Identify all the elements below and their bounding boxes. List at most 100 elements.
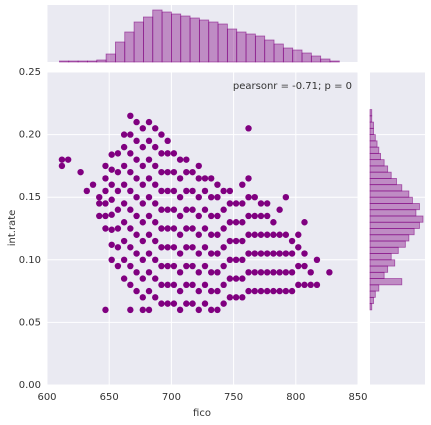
scatter-point	[114, 262, 122, 270]
scatter-point	[64, 156, 72, 163]
scatter-point	[201, 225, 209, 232]
scatter-point	[257, 231, 265, 238]
scatter-point	[195, 250, 202, 257]
scatter-point	[214, 287, 221, 295]
scatter-point	[232, 294, 240, 301]
scatter-point	[263, 200, 271, 207]
histogram-bar	[189, 17, 200, 63]
scatter-point	[127, 281, 134, 289]
scatter-point	[245, 269, 252, 276]
histogram-bar	[96, 59, 107, 63]
scatter-point	[195, 212, 202, 220]
scatter-point	[145, 306, 153, 314]
x-tick-label: 850	[348, 392, 367, 403]
histogram-bar	[254, 35, 266, 63]
scatter-point	[133, 137, 140, 145]
scatter-point	[108, 196, 115, 203]
scatter-point	[220, 206, 227, 213]
scatter-point	[89, 181, 97, 188]
scatter-point	[183, 281, 190, 289]
histogram-bar	[310, 55, 322, 63]
histogram-bar	[282, 47, 294, 63]
scatter-point	[164, 225, 171, 232]
scatter-point	[102, 306, 109, 314]
histogram-bar	[369, 190, 410, 198]
scatter-point	[220, 225, 227, 232]
scatter-point	[257, 269, 265, 276]
scatter-point	[158, 187, 165, 195]
scatter-point	[164, 244, 171, 251]
histogram-bar	[87, 60, 98, 63]
scatter-point	[114, 168, 122, 176]
scatter-point	[102, 187, 109, 195]
scatter-point	[245, 287, 252, 295]
scatter-point	[139, 294, 146, 301]
scatter-point	[326, 269, 333, 276]
histogram-bar	[369, 127, 374, 135]
scatter-point	[139, 162, 146, 170]
scatter-point	[176, 194, 184, 201]
scatter-point	[183, 206, 190, 213]
x-tick-label: 750	[224, 392, 243, 403]
x-tick-label: 800	[286, 392, 305, 403]
scatter-point	[295, 281, 302, 289]
histogram-bar	[369, 121, 374, 129]
scatter-point	[208, 231, 215, 238]
scatter-point	[201, 244, 209, 251]
scatter-point	[176, 212, 184, 220]
scatter-point	[232, 237, 240, 245]
scatter-point	[170, 244, 178, 251]
scatter-point	[257, 250, 265, 257]
scatter-point	[245, 212, 252, 220]
scatter-point	[102, 200, 109, 207]
scatter-point	[226, 200, 234, 207]
scatter-point	[220, 187, 227, 195]
scatter-point	[270, 287, 277, 295]
scatter-point	[189, 168, 196, 176]
scatter-point	[133, 269, 140, 276]
scatter-point	[139, 181, 146, 188]
scatter-point	[301, 250, 308, 257]
y-axis-label: int.rate	[7, 210, 18, 247]
scatter-point	[270, 269, 277, 276]
scatter-point	[139, 275, 146, 282]
scatter-point	[270, 250, 277, 257]
scatter-point	[120, 256, 128, 263]
scatter-point	[189, 281, 196, 289]
scatter-point	[120, 275, 128, 282]
scatter-point	[301, 262, 308, 270]
scatter-point	[245, 250, 252, 257]
histogram-bar	[369, 253, 392, 261]
scatter-point	[152, 237, 159, 245]
scatter-point	[257, 287, 265, 295]
scatter-point	[189, 244, 196, 251]
scatter-point	[133, 156, 140, 163]
scatter-point	[295, 244, 302, 251]
histogram-bar	[236, 31, 247, 63]
scatter-point	[170, 225, 178, 232]
scatter-point	[158, 244, 165, 251]
scatter-point	[183, 168, 190, 176]
y-tick-label: 0.20	[19, 130, 41, 141]
scatter-point	[127, 112, 134, 120]
scatter-point	[239, 219, 246, 226]
scatter-point	[201, 187, 209, 195]
scatter-point	[170, 262, 178, 270]
histogram-bar	[208, 21, 219, 63]
x-tick-label: 600	[37, 392, 56, 403]
scatter-point	[108, 181, 115, 188]
scatter-point	[83, 187, 91, 195]
scatter-point	[114, 244, 122, 251]
histogram-bar	[320, 58, 331, 63]
scatter-point	[239, 181, 246, 188]
scatter-point	[139, 125, 146, 132]
scatter-point	[152, 125, 159, 132]
scatter-point	[226, 237, 234, 245]
scatter-point	[282, 194, 290, 201]
scatter-point	[158, 150, 165, 157]
y-tick-label: 0.00	[19, 380, 41, 391]
scatter-point	[170, 206, 178, 213]
scatter-point	[170, 281, 178, 289]
scatter-point	[145, 287, 153, 295]
